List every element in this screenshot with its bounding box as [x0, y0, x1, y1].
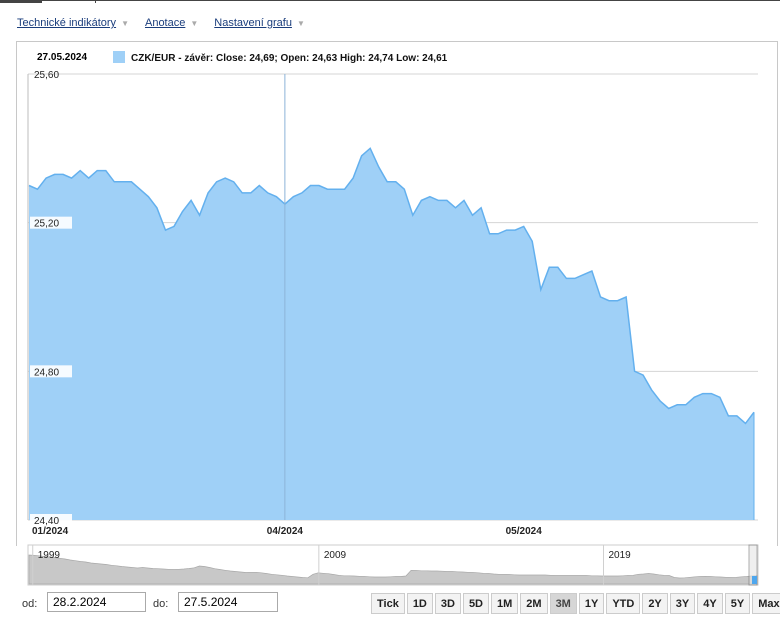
y-tick-label: 25,20	[34, 219, 59, 230]
tooltip-date: 27.05.2024	[37, 52, 87, 63]
chart-container	[16, 41, 778, 546]
menu-label[interactable]: Anotace	[144, 17, 186, 29]
range-button-3m[interactable]: 3M	[549, 593, 577, 614]
menu-label[interactable]: Nastavení grafu	[214, 17, 292, 29]
y-tick-bg	[30, 514, 72, 526]
menu-chart-settings[interactable]: Nastavení grafu ▼	[214, 15, 305, 31]
series-area	[29, 148, 754, 521]
range-button-5d[interactable]: 5D	[462, 593, 489, 614]
y-tick-bg	[30, 216, 72, 229]
price-chart[interactable]: 25,60 25,20 24,80 24,40 01/2024 04/2024 05/20…	[0, 0, 780, 545]
series-line	[28, 147, 755, 425]
to-label: do:	[153, 598, 169, 610]
chevron-down-icon: ▼	[121, 18, 129, 28]
legend-swatch	[113, 51, 125, 63]
navigator-year-label: 2009	[324, 550, 347, 561]
x-tick-label: 04/2024	[267, 526, 304, 537]
navigator-year-label: 1999	[38, 550, 61, 561]
tooltip-text: CZK/EUR - závěr: Close: 24,69; Open: 24,…	[131, 53, 448, 64]
navigator-labels: 1999 2009 2019	[32, 545, 631, 585]
range-buttons: Tick 1D 3D 5D 1M 2M 3M 1Y YTD 2Y 3Y 4Y 5Y Max	[371, 593, 780, 614]
range-button-3d[interactable]: 3D	[434, 593, 461, 614]
to-date-input[interactable]	[178, 592, 278, 612]
range-button-5y[interactable]: 5Y	[724, 593, 751, 614]
range-button-3y[interactable]: 3Y	[669, 593, 696, 614]
navigator-handle[interactable]	[752, 576, 757, 584]
y-axis-labels: 25,60 25,20 24,80 24,40	[30, 70, 72, 527]
chevron-down-icon: ▼	[296, 18, 305, 28]
chart-toolbar: Technické indikátory ▼ Anotace ▼ Nastave…	[17, 15, 305, 31]
chevron-down-icon: ▼	[190, 18, 199, 28]
navigator-chart[interactable]: 1999 2009 2019	[0, 543, 780, 588]
top-tab-marker	[0, 0, 42, 3]
range-button-1d[interactable]: 1D	[406, 593, 433, 614]
range-button-tick[interactable]: Tick	[371, 593, 405, 614]
from-date-input[interactable]	[47, 592, 146, 612]
menu-label[interactable]: Technické indikátory	[17, 17, 117, 29]
y-tick-bg	[30, 365, 72, 378]
top-tab-divider	[95, 0, 96, 3]
menu-technical-indicators[interactable]: Technické indikátory ▼	[17, 15, 129, 31]
range-button-1m[interactable]: 1M	[491, 593, 519, 614]
top-border	[0, 0, 780, 3]
y-tick-label: 24,40	[34, 516, 59, 527]
x-tick-label: 01/2024	[32, 526, 69, 537]
navigator-year-label: 2019	[608, 550, 631, 561]
y-tick-label: 24,80	[34, 367, 59, 378]
navigator-area	[28, 554, 758, 585]
y-tick-label: 25,60	[34, 70, 59, 81]
range-button-2m[interactable]: 2M	[520, 593, 548, 614]
tooltip: 27.05.2024 CZK/EUR - závěr: Close: 24,69…	[37, 51, 448, 64]
range-button-max[interactable]: Max	[752, 593, 780, 614]
range-button-1y[interactable]: 1Y	[578, 593, 605, 614]
navigator-selection[interactable]	[748, 544, 758, 586]
from-label: od:	[22, 598, 38, 610]
range-button-2y[interactable]: 2Y	[642, 593, 668, 614]
x-tick-label: 05/2024	[506, 526, 543, 537]
range-button-ytd[interactable]: YTD	[606, 593, 641, 614]
x-axis-labels: 01/2024 04/2024 05/2024	[32, 526, 542, 537]
range-button-4y[interactable]: 4Y	[697, 593, 723, 614]
menu-annotations[interactable]: Anotace ▼	[145, 15, 198, 31]
